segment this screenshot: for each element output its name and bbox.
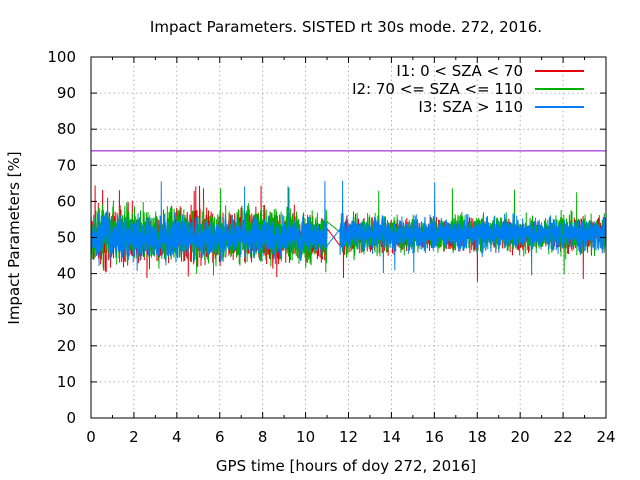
x-axis-label: GPS time [hours of doy 272, 2016]	[216, 457, 476, 475]
x-tick-label: 20	[511, 428, 530, 446]
chart-title: Impact Parameters. SISTED rt 30s mode. 2…	[150, 18, 542, 36]
y-tick-label: 60	[57, 192, 76, 210]
legend-label-3: I3: SZA > 110	[418, 98, 523, 116]
y-tick-label: 80	[57, 120, 76, 138]
x-tick-label: 0	[86, 428, 96, 446]
y-tick-label: 20	[57, 337, 76, 355]
series-layer	[90, 180, 607, 282]
y-tick-label: 0	[66, 409, 76, 427]
x-tick-label: 12	[339, 428, 358, 446]
y-tick-label: 50	[57, 229, 76, 247]
x-tick-label: 8	[258, 428, 268, 446]
x-tick-label: 24	[596, 428, 615, 446]
x-tick-label: 16	[425, 428, 444, 446]
y-tick-label: 100	[47, 48, 76, 66]
x-tick-label: 6	[215, 428, 225, 446]
legend-label-2: I2: 70 <= SZA <= 110	[352, 80, 523, 98]
x-tick-label: 14	[382, 428, 401, 446]
series-line-3	[90, 180, 607, 276]
x-tick-label: 22	[554, 428, 573, 446]
x-tick-label: 4	[172, 428, 182, 446]
y-tick-label: 90	[57, 84, 76, 102]
x-tick-label: 2	[129, 428, 139, 446]
series-3	[90, 180, 607, 276]
y-tick-label: 70	[57, 156, 76, 174]
x-tick-label: 10	[296, 428, 315, 446]
x-tick-label: 18	[468, 428, 487, 446]
y-axis-label: Impact Parameters [%]	[5, 151, 23, 324]
legend-label-1: I1: 0 < SZA < 70	[396, 62, 523, 80]
y-tick-label: 30	[57, 301, 76, 319]
ticks: 0 2 4 6 8 10 12 14 16 18 20 22 240102030405060708090…	[47, 48, 615, 446]
y-tick-label: 40	[57, 265, 76, 283]
y-tick-label: 10	[57, 373, 76, 391]
